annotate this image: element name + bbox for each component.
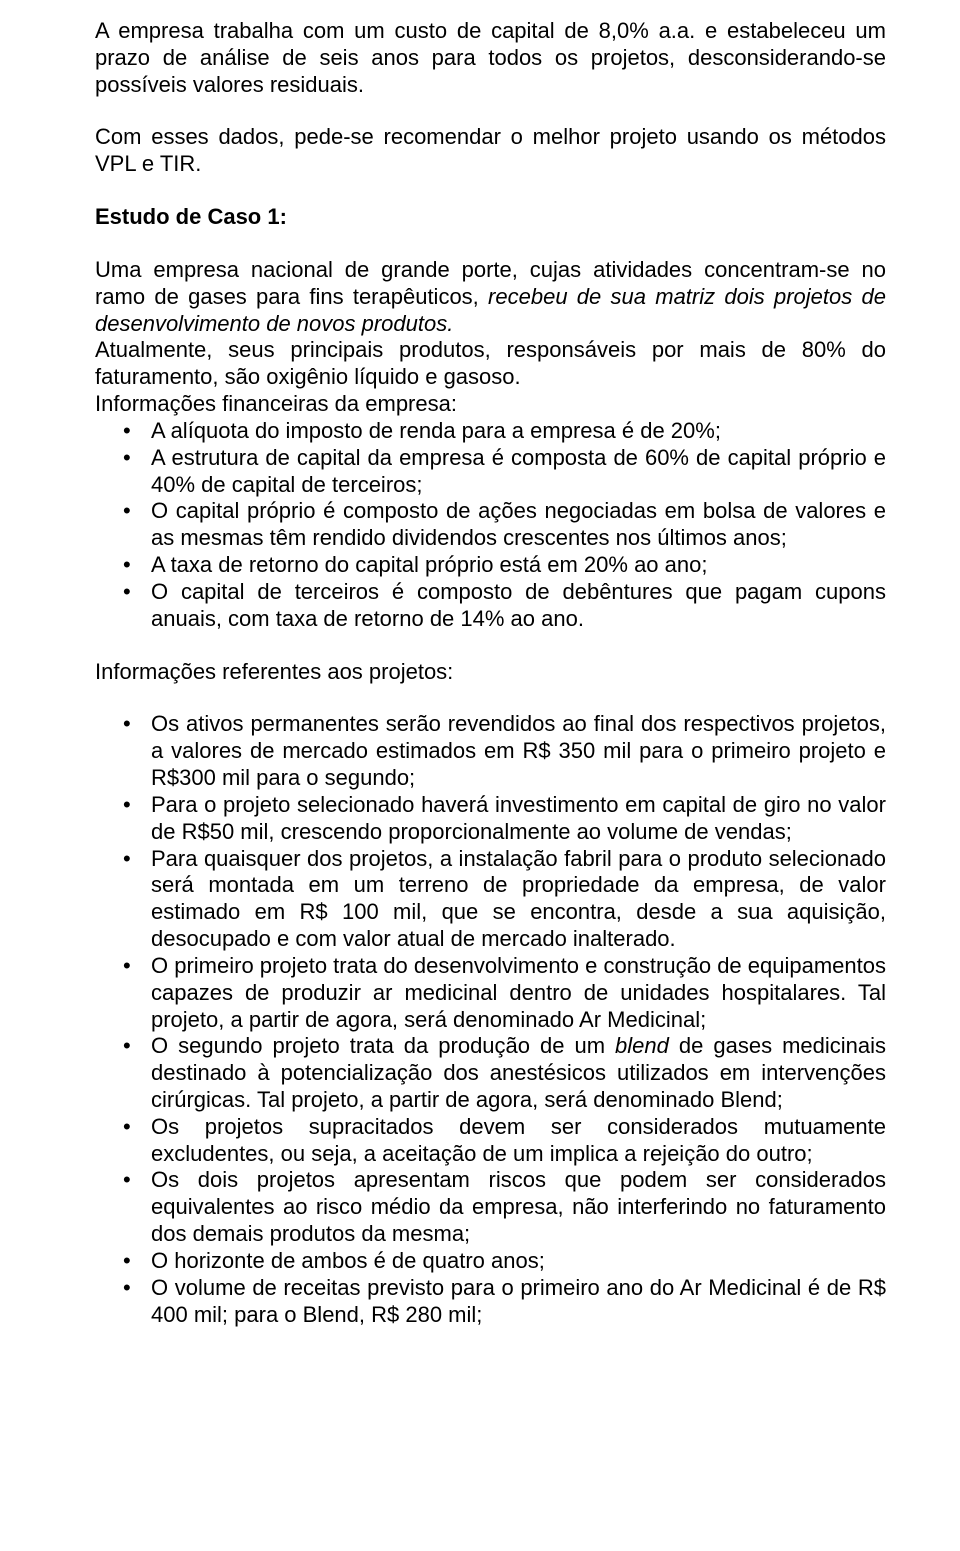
list-item-text: A estrutura de capital da empresa é comp… — [151, 445, 886, 497]
list-item-text: Para quaisquer dos projetos, a instalaçã… — [151, 846, 886, 951]
list-item: A alíquota do imposto de renda para a em… — [151, 418, 886, 445]
list-item: A estrutura de capital da empresa é comp… — [151, 445, 886, 499]
intro-paragraph-2: Com esses dados, pede-se recomendar o me… — [95, 124, 886, 178]
list-item-text: Para o projeto selecionado haverá invest… — [151, 792, 886, 844]
list-item-text: Os dois projetos apresentam riscos que p… — [151, 1167, 886, 1246]
list-item-text: A alíquota do imposto de renda para a em… — [151, 418, 721, 443]
case-paragraph-1: Uma empresa nacional de grande porte, cu… — [95, 257, 886, 337]
list-item: Para o projeto selecionado haverá invest… — [151, 792, 886, 846]
list-item: O primeiro projeto trata do desenvolvime… — [151, 953, 886, 1033]
projects-info-heading: Informações referentes aos projetos: — [95, 659, 886, 686]
list-item-text: O capital próprio é composto de ações ne… — [151, 498, 886, 550]
list-item-text: O horizonte de ambos é de quatro anos; — [151, 1248, 545, 1273]
list-item-text-pre: O segundo projeto trata da produção de u… — [151, 1033, 615, 1058]
case-heading: Estudo de Caso 1: — [95, 204, 886, 231]
projects-info-list: Os ativos permanentes serão revendidos a… — [95, 711, 886, 1328]
list-item: O capital de terceiros é composto de deb… — [151, 579, 886, 633]
list-item: Os projetos supracitados devem ser consi… — [151, 1114, 886, 1168]
list-item: O volume de receitas previsto para o pri… — [151, 1275, 886, 1329]
case-paragraph-3: Informações financeiras da empresa: — [95, 391, 886, 418]
list-item: A taxa de retorno do capital próprio est… — [151, 552, 886, 579]
document-page: A empresa trabalha com um custo de capit… — [0, 0, 960, 1551]
financial-info-list: A alíquota do imposto de renda para a em… — [95, 418, 886, 633]
list-item-text-italic: blend — [615, 1033, 669, 1058]
list-item: Os dois projetos apresentam riscos que p… — [151, 1167, 886, 1247]
list-item-text: O volume de receitas previsto para o pri… — [151, 1275, 886, 1327]
list-item: O segundo projeto trata da produção de u… — [151, 1033, 886, 1113]
list-item: O horizonte de ambos é de quatro anos; — [151, 1248, 886, 1275]
list-item: O capital próprio é composto de ações ne… — [151, 498, 886, 552]
list-item-text: A taxa de retorno do capital próprio est… — [151, 552, 707, 577]
case-paragraph-2: Atualmente, seus principais produtos, re… — [95, 337, 886, 391]
list-item: Para quaisquer dos projetos, a instalaçã… — [151, 846, 886, 953]
intro-paragraph-1: A empresa trabalha com um custo de capit… — [95, 18, 886, 98]
list-item: Os ativos permanentes serão revendidos a… — [151, 711, 886, 791]
list-item-text: O primeiro projeto trata do desenvolvime… — [151, 953, 886, 1032]
list-item-text: O capital de terceiros é composto de deb… — [151, 579, 886, 631]
list-item-text: Os projetos supracitados devem ser consi… — [151, 1114, 886, 1166]
list-item-text: Os ativos permanentes serão revendidos a… — [151, 711, 886, 790]
